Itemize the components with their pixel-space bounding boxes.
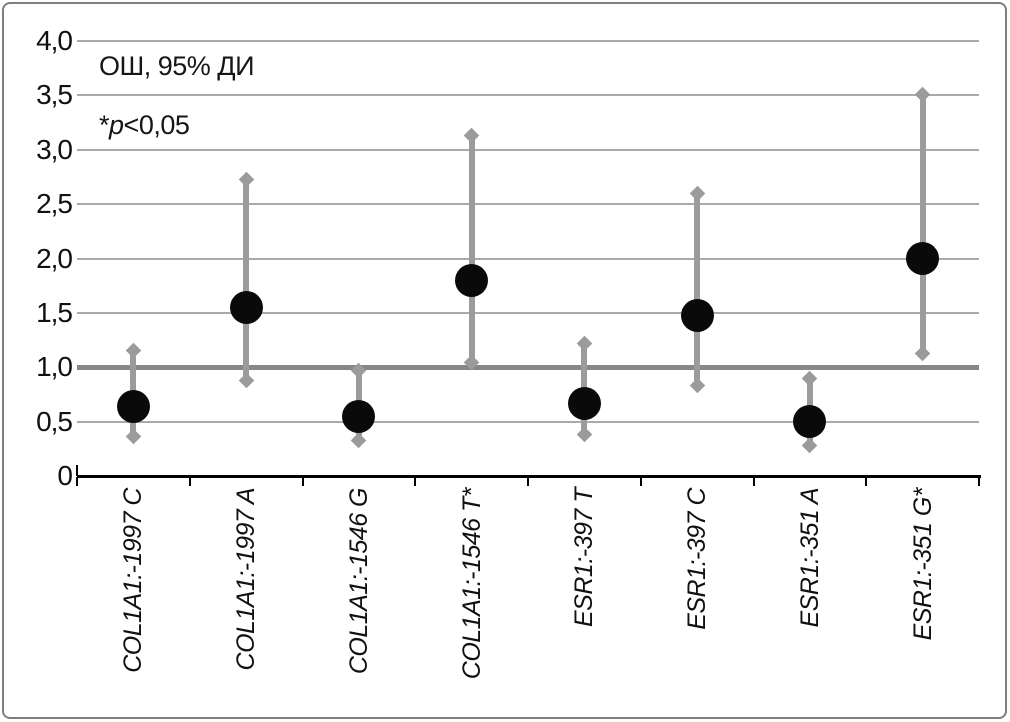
ci-upper-cap [125, 343, 142, 359]
x-axis-category-label: COL1A1:-1997 C [119, 488, 148, 673]
odds-ratio-marker [906, 242, 940, 275]
y-axis-tick-label: 3,0 [36, 133, 73, 165]
y-axis-tick-label: 1,0 [36, 351, 73, 383]
reference-line [77, 364, 979, 370]
y-axis-tick-label: 2,0 [36, 242, 73, 274]
ci-upper-cap [576, 335, 593, 352]
ci-whisker [468, 135, 475, 363]
gridline [77, 420, 979, 423]
ci-whisker [243, 179, 250, 381]
ci-lower-cap [689, 377, 705, 394]
y-axis-tick-label: 0 [57, 460, 73, 491]
ci-lower-cap [576, 426, 593, 443]
ci-lower-cap [802, 437, 818, 454]
x-axis-category-label: COL1A1:-1997 A [232, 488, 261, 671]
y-axis-tick-label: 4,0 [36, 25, 73, 56]
odds-ratio-marker [793, 405, 827, 439]
gridline [77, 257, 979, 260]
gridline [77, 148, 979, 151]
or-ci-annotation: ОШ, 95% ДИ [99, 51, 254, 81]
odds-ratio-marker [680, 298, 714, 332]
odds-ratio-marker [116, 389, 150, 423]
odds-ratio-marker [229, 290, 263, 324]
x-axis-category-label: COL1A1:-1546 T* [457, 488, 486, 680]
x-axis-tick [639, 477, 642, 486]
y-axis-tick-label: 1,5 [36, 296, 73, 328]
ci-upper-cap [802, 370, 818, 386]
ci-whisker [694, 193, 701, 386]
x-axis-tick [301, 477, 304, 486]
ci-upper-cap [914, 86, 931, 103]
y-axis-tick-label: 2,5 [36, 188, 73, 220]
ci-whisker [919, 94, 926, 354]
ci-lower-cap [238, 372, 254, 389]
gridline [77, 311, 979, 314]
x-axis-tick [978, 477, 980, 486]
x-axis-line [77, 475, 981, 478]
x-axis-category-label: ESR1:-351 G* [908, 488, 937, 641]
p-value-threshold: <0,05 [123, 110, 190, 140]
ci-lower-cap [914, 345, 931, 361]
p-value-variable: p [109, 110, 124, 140]
odds-ratio-marker [567, 386, 601, 420]
odds-ratio-marker [455, 263, 489, 297]
y-axis-zero-tick [76, 465, 78, 476]
x-axis-tick [752, 477, 755, 486]
x-axis-tick [76, 477, 78, 486]
p-value-star: * [99, 110, 110, 140]
x-axis-tick [865, 477, 868, 486]
ci-lower-cap [351, 432, 367, 448]
ci-upper-cap [238, 171, 254, 187]
ci-upper-cap [463, 127, 480, 144]
x-axis-tick [414, 477, 417, 486]
ci-lower-cap [125, 429, 142, 445]
x-axis-category-label: ESR1:-397 C [683, 488, 712, 630]
p-value-annotation: *p<0,05 [99, 110, 190, 141]
x-axis-category-label: COL1A1:-1546 G [344, 488, 373, 675]
gridline [77, 40, 979, 42]
x-axis-category-label: ESR1:-397 T [570, 488, 599, 628]
ci-upper-cap [689, 185, 705, 202]
x-axis-tick [527, 477, 529, 486]
x-axis-category-label: ESR1:-351 A [795, 488, 824, 628]
gridline [77, 203, 979, 206]
y-axis-tick-label: 0,5 [36, 405, 73, 437]
gridline [77, 94, 979, 97]
y-axis-tick-label: 3,5 [36, 79, 73, 111]
x-axis-tick [188, 477, 191, 486]
odds-ratio-marker [342, 399, 376, 433]
